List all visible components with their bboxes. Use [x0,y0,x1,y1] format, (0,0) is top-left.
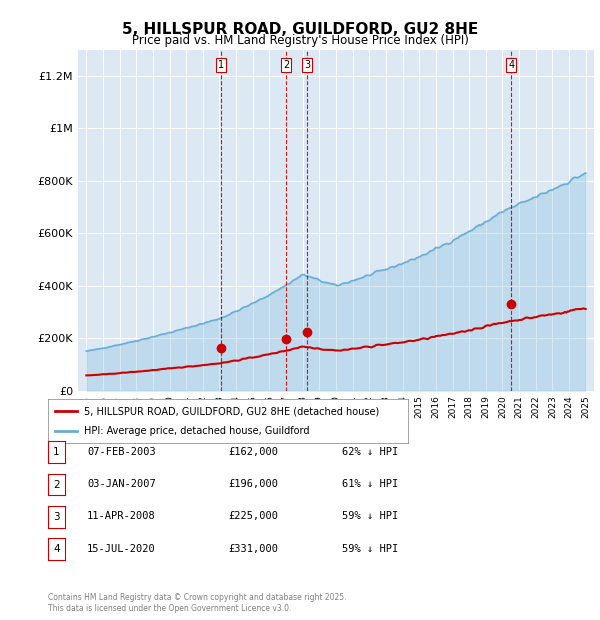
Text: 1: 1 [53,447,60,458]
Text: 4: 4 [508,60,515,70]
Text: 11-APR-2008: 11-APR-2008 [87,512,156,521]
Text: 03-JAN-2007: 03-JAN-2007 [87,479,156,489]
Text: £162,000: £162,000 [228,447,278,457]
Text: £225,000: £225,000 [228,512,278,521]
Text: Price paid vs. HM Land Registry's House Price Index (HPI): Price paid vs. HM Land Registry's House … [131,34,469,47]
Text: 59% ↓ HPI: 59% ↓ HPI [342,544,398,554]
Text: 15-JUL-2020: 15-JUL-2020 [87,544,156,554]
Text: 4: 4 [53,544,60,554]
Text: Contains HM Land Registry data © Crown copyright and database right 2025.
This d: Contains HM Land Registry data © Crown c… [48,593,347,613]
Text: £196,000: £196,000 [228,479,278,489]
Text: 61% ↓ HPI: 61% ↓ HPI [342,479,398,489]
Text: 07-FEB-2003: 07-FEB-2003 [87,447,156,457]
Text: 3: 3 [304,60,310,70]
Text: 1: 1 [218,60,224,70]
Text: £331,000: £331,000 [228,544,278,554]
Text: 5, HILLSPUR ROAD, GUILDFORD, GU2 8HE (detached house): 5, HILLSPUR ROAD, GUILDFORD, GU2 8HE (de… [84,406,379,416]
Text: 3: 3 [53,512,60,522]
Text: 2: 2 [53,479,60,490]
Text: 5, HILLSPUR ROAD, GUILDFORD, GU2 8HE: 5, HILLSPUR ROAD, GUILDFORD, GU2 8HE [122,22,478,37]
Text: HPI: Average price, detached house, Guildford: HPI: Average price, detached house, Guil… [84,426,310,436]
Text: 59% ↓ HPI: 59% ↓ HPI [342,512,398,521]
Text: 2: 2 [283,60,289,70]
Text: 62% ↓ HPI: 62% ↓ HPI [342,447,398,457]
